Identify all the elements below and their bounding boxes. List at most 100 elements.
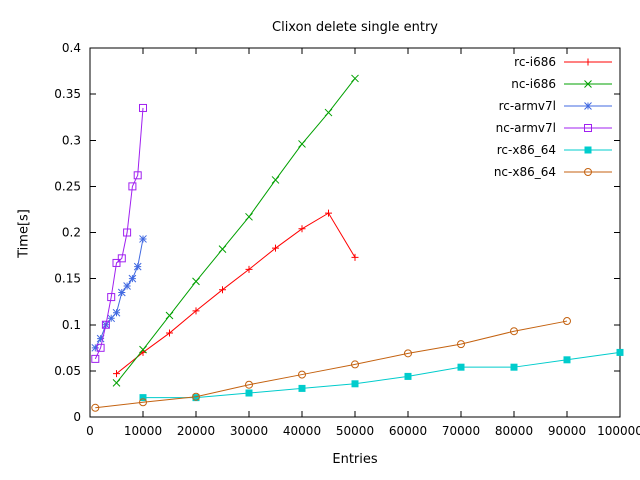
x-tick-label: 90000 <box>548 424 586 438</box>
marker-asterisk <box>139 235 147 243</box>
x-tick-label: 30000 <box>230 424 268 438</box>
series-line <box>95 320 568 409</box>
marker-plus <box>298 225 306 233</box>
marker-asterisk <box>133 262 142 271</box>
series-line <box>94 238 144 349</box>
marker-circle-open <box>245 380 253 389</box>
x-tick-label: 40000 <box>283 424 321 438</box>
legend-entry-rc-i686: rc-i686 <box>514 55 612 69</box>
legend-label: rc-i686 <box>514 55 556 69</box>
marker-circle-open <box>139 398 147 407</box>
legend-label: nc-armv7l <box>496 121 556 135</box>
marker-cross <box>271 176 280 184</box>
legend-label: rc-armv7l <box>499 99 556 113</box>
marker-square-filled <box>139 394 147 402</box>
marker-square-open <box>117 254 126 263</box>
series-nc-armv7l <box>91 103 147 363</box>
marker-plus <box>166 329 173 337</box>
marker-cross <box>165 311 174 320</box>
series-rc-armv7l <box>91 235 147 352</box>
marker-asterisk <box>123 282 131 290</box>
x-tick-label: 50000 <box>336 424 374 438</box>
x-tick-label: 20000 <box>177 424 215 438</box>
marker-square-filled <box>245 389 253 397</box>
marker-square-open <box>96 343 105 352</box>
marker-square-filled <box>298 384 306 392</box>
x-tick-label: 0 <box>86 424 94 438</box>
y-tick-label: 0.3 <box>62 133 81 147</box>
marker-square-open <box>584 124 592 132</box>
marker-plus <box>192 307 200 315</box>
marker-circle-open <box>298 370 306 379</box>
marker-circle-open <box>457 340 465 349</box>
y-tick-label: 0.4 <box>62 41 81 55</box>
marker-square-open <box>112 258 121 267</box>
y-tick-label: 0.2 <box>62 226 81 240</box>
marker-cross <box>218 245 227 253</box>
series-rc-x86_64 <box>139 348 624 402</box>
legend-entry-nc-x86_64: nc-x86_64 <box>494 165 612 179</box>
series-line <box>94 107 144 360</box>
x-axis-label: Entries <box>332 452 378 467</box>
marker-square-open <box>123 228 132 237</box>
series-line <box>116 212 356 375</box>
marker-circle-open <box>91 403 100 412</box>
marker-asterisk <box>584 102 592 110</box>
y-tick-label: 0 <box>73 410 81 424</box>
marker-circle-open <box>351 360 359 369</box>
marker-square-open <box>107 293 116 302</box>
marker-asterisk <box>112 308 121 317</box>
marker-square-open <box>133 171 142 180</box>
marker-plus <box>584 58 592 66</box>
marker-plus <box>219 286 226 294</box>
legend-entry-rc-x86_64: rc-x86_64 <box>497 143 612 157</box>
marker-plus <box>113 370 120 378</box>
marker-circle-open <box>584 168 592 176</box>
y-tick-label: 0.15 <box>54 272 81 286</box>
x-tick-label: 70000 <box>442 424 480 438</box>
y-tick-label: 0.1 <box>62 318 81 332</box>
legend-entry-rc-armv7l: rc-armv7l <box>499 99 612 113</box>
x-tick-label: 80000 <box>495 424 533 438</box>
marker-asterisk <box>128 274 137 283</box>
marker-square-filled <box>192 394 200 402</box>
series-nc-i686 <box>112 74 359 387</box>
marker-cross <box>584 80 592 88</box>
legend-label: rc-x86_64 <box>497 143 556 157</box>
marker-square-open <box>139 103 147 112</box>
series-nc-x86_64 <box>91 317 571 412</box>
marker-cross <box>192 277 200 286</box>
y-tick-label: 0.35 <box>54 87 81 101</box>
marker-plus <box>245 265 253 273</box>
marker-square-filled <box>404 372 412 380</box>
marker-plus <box>272 244 279 252</box>
legend-label: nc-i686 <box>511 77 556 91</box>
marker-square-filled <box>351 380 359 388</box>
marker-circle-open <box>510 327 518 336</box>
marker-square-open <box>101 320 110 329</box>
marker-cross <box>139 345 147 354</box>
marker-square-open <box>91 354 100 363</box>
x-tick-label: 100000 <box>597 424 640 438</box>
marker-cross <box>298 140 306 148</box>
marker-square-open <box>128 182 137 191</box>
series-line <box>116 78 356 384</box>
series-rc-i686 <box>113 209 359 378</box>
chart-title: Clixon delete single entry <box>272 20 438 35</box>
x-tick-label: 10000 <box>124 424 162 438</box>
marker-asterisk <box>117 288 126 297</box>
marker-cross <box>324 108 333 117</box>
marker-cross <box>351 74 359 83</box>
y-tick-label: 0.05 <box>54 364 81 378</box>
marker-square-filled <box>457 363 465 371</box>
marker-plus <box>325 209 332 217</box>
series-line <box>143 351 621 399</box>
marker-asterisk <box>91 343 100 352</box>
legend-entry-nc-armv7l: nc-armv7l <box>496 121 612 135</box>
marker-cross <box>112 379 121 387</box>
marker-plus <box>351 253 359 261</box>
marker-circle-open <box>563 317 571 326</box>
marker-cross <box>245 212 253 221</box>
